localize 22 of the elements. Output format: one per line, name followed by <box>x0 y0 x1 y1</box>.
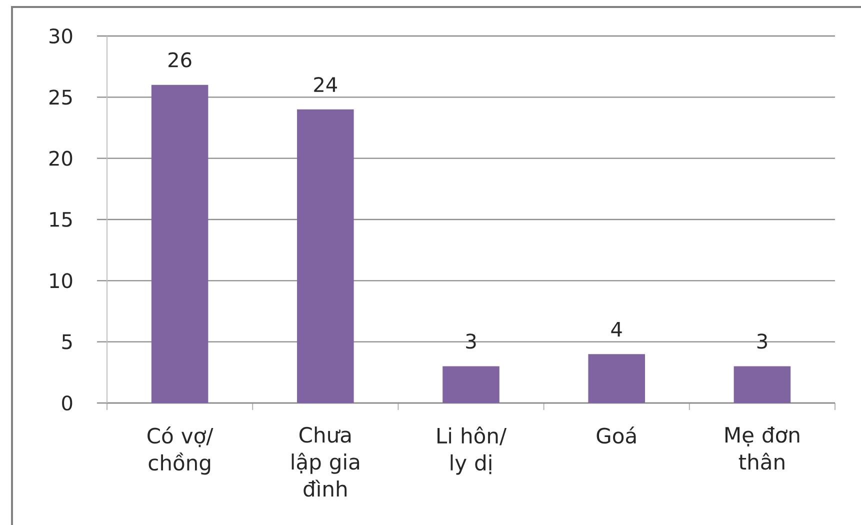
x-tick-label: Mẹ đơn thân <box>725 426 800 470</box>
bar <box>442 366 500 403</box>
y-tick-label: 5 <box>62 334 72 350</box>
x-tick-label: Goá <box>596 426 636 444</box>
bar <box>151 84 208 403</box>
y-tick-label: 15 <box>50 212 72 227</box>
data-label: 4 <box>611 322 622 337</box>
data-label: 26 <box>168 52 192 68</box>
x-tick-label: Li hôn/ ly dị <box>438 426 507 475</box>
bar <box>734 366 791 403</box>
bar <box>588 354 645 403</box>
data-label: 24 <box>314 77 338 92</box>
y-tick-label: 0 <box>62 395 72 411</box>
data-label: 3 <box>466 334 476 349</box>
y-tick-label: 10 <box>50 273 72 288</box>
x-tick-label: Chưa lập gia đình <box>292 426 360 497</box>
x-tick-label: Có vợ/ chồng <box>148 426 214 475</box>
y-tick-label: 30 <box>50 28 72 44</box>
y-tick-label: 25 <box>49 90 72 105</box>
y-tick-label: 20 <box>49 150 72 166</box>
bar <box>297 109 354 403</box>
data-label: 3 <box>757 334 767 349</box>
